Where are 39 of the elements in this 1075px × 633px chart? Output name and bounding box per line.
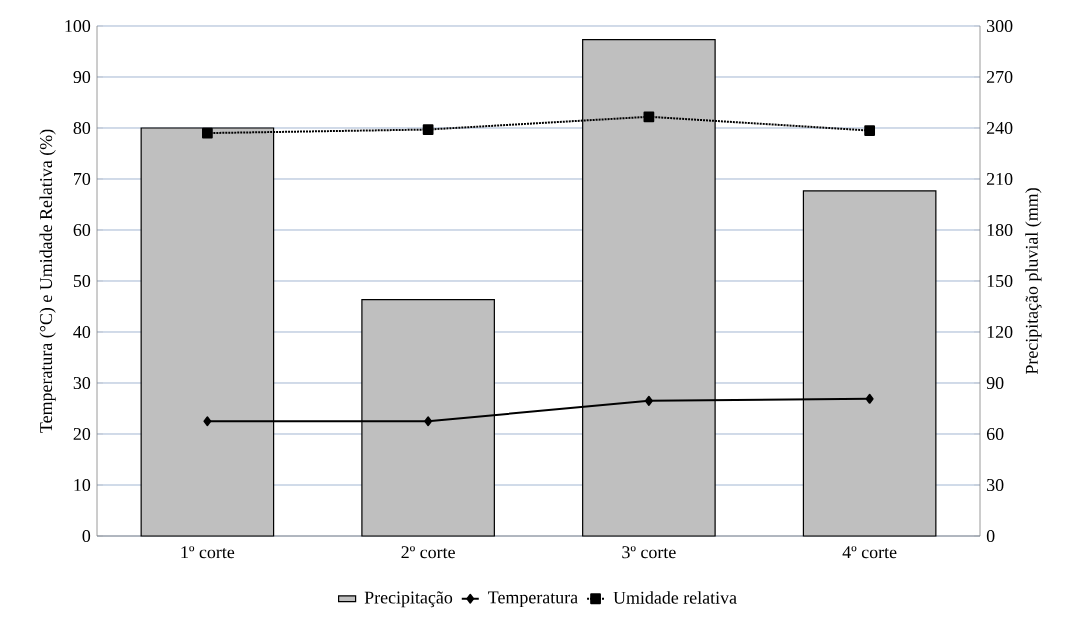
point (424, 416, 433, 427)
y2-tick-label: 150 (987, 274, 1013, 288)
point (202, 127, 213, 139)
y-tick-label: 0 (82, 529, 91, 543)
x-tick-label: 4º corte (842, 546, 897, 559)
y-tick-label: 100 (65, 19, 91, 33)
y2-tick-label: 210 (986, 172, 1013, 186)
point (864, 125, 876, 136)
point (865, 393, 874, 404)
y2-axis-title: Precipitação pluvial (mm) (1025, 188, 1042, 375)
y-tick-label: 60 (73, 223, 91, 237)
point (203, 416, 212, 427)
y2-tick-label: 270 (986, 70, 1013, 84)
point (422, 124, 434, 135)
point (644, 395, 653, 406)
x-tick-label: 3º corte (622, 546, 676, 559)
y-tick-label: 30 (73, 376, 91, 390)
y2-tick-label: 240 (986, 121, 1013, 135)
y2-tick-label: 120 (987, 325, 1013, 339)
x-tick-label: 2º corte (401, 546, 455, 559)
y-tick-label: 50 (73, 274, 91, 288)
y2-tick-label: 90 (986, 376, 1004, 390)
y2-tick-label: 300 (987, 19, 1013, 33)
legend-label: Temperatura (488, 591, 578, 608)
y2-tick-label: 180 (987, 223, 1013, 237)
y-axis-title: Temperatura (°C) e Umidade Relativa (%) (39, 129, 56, 433)
y-tick-label: 90 (73, 70, 91, 84)
point (643, 111, 655, 123)
y-tick-label: 80 (73, 121, 91, 135)
y-tick-label: 40 (73, 325, 91, 339)
y2-tick-label: 0 (986, 529, 995, 543)
legend-label: Precipitação (364, 591, 453, 608)
legend-label: Umidade relativa (613, 591, 737, 604)
y-tick-label: 10 (74, 478, 91, 492)
y-tick-label: 20 (73, 427, 91, 441)
y2-tick-label: 30 (987, 478, 1004, 492)
x-tick-label: 1º corte (181, 546, 235, 559)
y2-tick-label: 60 (986, 427, 1004, 441)
y-tick-label: 70 (74, 172, 91, 186)
